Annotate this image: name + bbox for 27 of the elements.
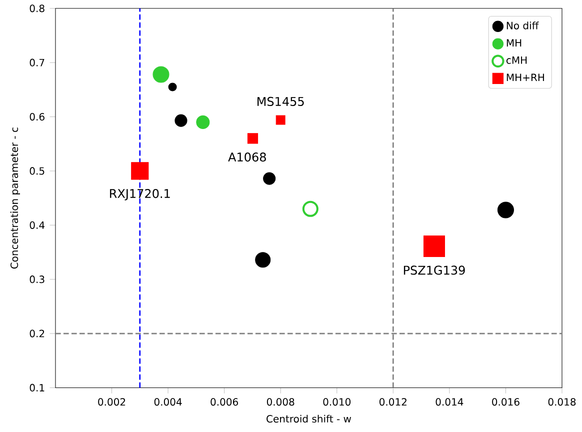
x-tick-label: 0.008 — [266, 398, 294, 406]
x-tick-label: 0.004 — [154, 398, 182, 406]
annotation: RXJ1720.1 — [110, 189, 170, 200]
x-axis-title: Centroid shift - w — [266, 414, 352, 423]
x-tick-label: 0.012 — [380, 398, 406, 406]
x-tick-label: 0.006 — [210, 398, 238, 406]
x-tick-label: 0.016 — [492, 398, 520, 406]
legend-label: MH+RH — [506, 74, 544, 82]
annotation: A1068 — [228, 152, 266, 162]
y-tick-label: 0.6 — [30, 113, 44, 121]
y-tick-label: 0.4 — [30, 221, 44, 229]
y-tick-label: 0.5 — [30, 167, 44, 175]
y-tick-label: 0.2 — [30, 330, 44, 338]
y-tick-label: 0.3 — [30, 276, 44, 284]
legend-label: MH — [506, 39, 522, 46]
y-tick-label: 0.1 — [30, 384, 44, 392]
x-tick-label: 0.010 — [323, 398, 351, 406]
y-axis-title: Concentration parameter - c — [10, 128, 20, 269]
y-tick-label: 0.8 — [30, 4, 44, 12]
x-tick-label: 0.002 — [98, 398, 126, 406]
annotation: PSZ1G139 — [404, 266, 465, 275]
x-tick-label: 0.018 — [548, 398, 576, 406]
y-tick-label: 0.7 — [30, 58, 44, 66]
annotation: MS1455 — [258, 96, 304, 106]
legend-label: cMH — [506, 56, 527, 64]
legend-label: No diff — [506, 22, 539, 30]
x-tick-label: 0.014 — [436, 398, 464, 406]
